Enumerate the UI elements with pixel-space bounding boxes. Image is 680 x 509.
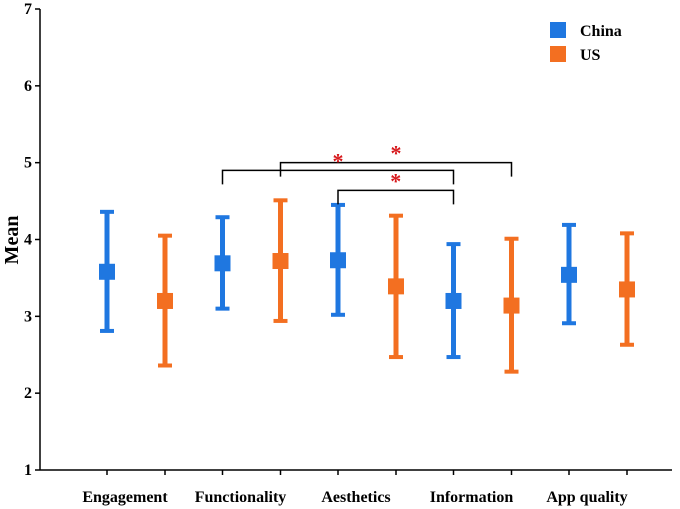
legend-label-china: China [580,23,622,40]
error-bar-china [214,215,231,311]
y-tick-label: 3 [24,308,32,325]
x-category-label: Information [430,489,514,506]
mean-marker [330,252,346,269]
mean-marker [619,281,635,298]
significance-star: * [333,148,344,173]
error-bar-us [272,198,289,323]
x-category-label: Engagement [82,489,168,506]
x-category-label: App quality [546,489,627,506]
legend-swatch-china [550,22,566,38]
significance-star: * [390,168,401,193]
mean-marker [214,255,231,272]
x-category-label: Aesthetics [321,489,390,506]
y-tick-label: 1 [24,462,32,479]
mean-marker [157,292,173,309]
error-bar-china [99,209,115,333]
error-bar-us [388,213,404,360]
y-tick-label: 2 [24,385,32,402]
mean-marker [561,266,577,283]
plot-area: 1 2 3 4 5 6 7 Engagement Functionality Aesthetics… [24,1,672,506]
mean-marker [445,292,462,309]
legend-swatch-us [550,46,566,62]
y-tick-label: 5 [24,155,32,172]
x-category-label: Functionality [195,489,287,506]
significance-bracket [221,169,455,185]
y-tick-label: 7 [24,1,32,18]
mean-marker [388,278,404,295]
error-bar-us [503,236,520,374]
error-bar-us [157,233,173,368]
error-bar-china [330,202,346,317]
mean-marker [503,297,520,314]
y-tick-label: 6 [24,78,32,95]
y-axis-title: Mean [1,216,23,265]
significance-star: * [391,141,402,166]
error-bar-us [619,231,635,347]
legend-label-us: US [580,47,601,64]
mean-marker [272,253,289,270]
significance-bracket [337,189,455,205]
mean-marker [99,263,115,280]
y-tick-label: 4 [24,232,32,249]
error-bar-china [561,222,577,326]
error-bar-china [445,242,462,360]
